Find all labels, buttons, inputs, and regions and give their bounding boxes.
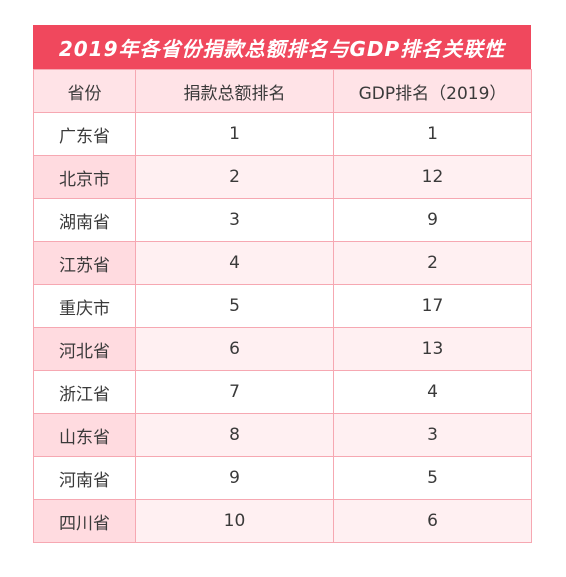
province-cell: 山东省 <box>33 413 136 457</box>
gdp-rank-cell: 12 <box>333 155 532 199</box>
table-row: 山东省 8 3 <box>33 413 532 457</box>
province-cell: 北京市 <box>33 155 136 199</box>
donation-rank-cell: 7 <box>135 370 334 414</box>
gdp-rank-cell: 13 <box>333 327 532 371</box>
table-row: 江苏省 4 2 <box>33 241 532 285</box>
donation-rank-cell: 6 <box>135 327 334 371</box>
table-row: 湖南省 3 9 <box>33 198 532 242</box>
province-cell: 河南省 <box>33 456 136 500</box>
donation-rank-cell: 5 <box>135 284 334 328</box>
gdp-rank-cell: 9 <box>333 198 532 242</box>
province-cell: 江苏省 <box>33 241 136 285</box>
donation-rank-cell: 4 <box>135 241 334 285</box>
header-donation-rank: 捐款总额排名 <box>135 69 334 113</box>
gdp-rank-cell: 4 <box>333 370 532 414</box>
province-cell: 河北省 <box>33 327 136 371</box>
gdp-rank-cell: 17 <box>333 284 532 328</box>
province-cell: 广东省 <box>33 112 136 156</box>
donation-rank-cell: 1 <box>135 112 334 156</box>
donation-rank-cell: 3 <box>135 198 334 242</box>
table-row: 河北省 6 13 <box>33 327 532 371</box>
table-row: 北京市 2 12 <box>33 155 532 199</box>
table-row: 浙江省 7 4 <box>33 370 532 414</box>
province-cell: 浙江省 <box>33 370 136 414</box>
donation-rank-cell: 8 <box>135 413 334 457</box>
table-row: 河南省 9 5 <box>33 456 532 500</box>
gdp-rank-cell: 6 <box>333 499 532 543</box>
header-gdp-rank: GDP排名（2019） <box>333 69 532 113</box>
table-header-row: 省份 捐款总额排名 GDP排名（2019） <box>33 69 532 113</box>
ranking-table: 省份 捐款总额排名 GDP排名（2019） 广东省 1 1 北京市 2 12 湖… <box>33 69 532 543</box>
province-cell: 四川省 <box>33 499 136 543</box>
gdp-rank-cell: 1 <box>333 112 532 156</box>
table-row: 四川省 10 6 <box>33 499 532 543</box>
province-cell: 重庆市 <box>33 284 136 328</box>
donation-rank-cell: 2 <box>135 155 334 199</box>
gdp-rank-cell: 2 <box>333 241 532 285</box>
donation-rank-cell: 9 <box>135 456 334 500</box>
gdp-rank-cell: 3 <box>333 413 532 457</box>
donation-rank-cell: 10 <box>135 499 334 543</box>
province-cell: 湖南省 <box>33 198 136 242</box>
table-row: 重庆市 5 17 <box>33 284 532 328</box>
gdp-rank-cell: 5 <box>333 456 532 500</box>
ranking-table-card: 2019年各省份捐款总额排名与GDP排名关联性 省份 捐款总额排名 GDP排名（… <box>33 25 532 543</box>
table-row: 广东省 1 1 <box>33 112 532 156</box>
table-title: 2019年各省份捐款总额排名与GDP排名关联性 <box>33 25 531 69</box>
header-province: 省份 <box>33 69 136 113</box>
